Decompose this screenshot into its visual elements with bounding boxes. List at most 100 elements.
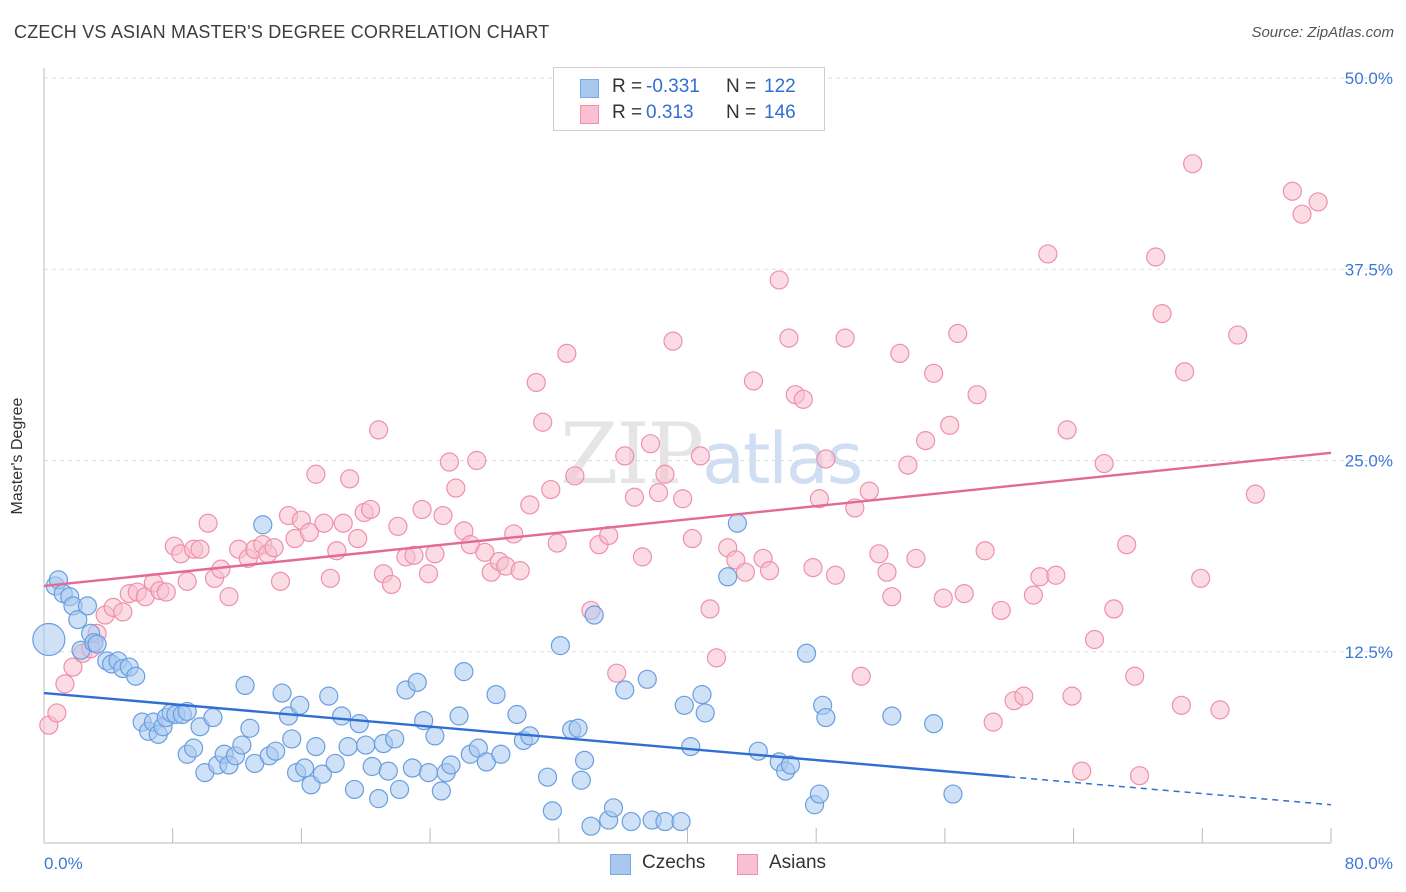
legend-swatch-czechs [580,79,599,98]
czechs-point [581,816,601,836]
asians-point [1183,154,1203,174]
asians-point [412,499,432,520]
asians-point [388,516,408,536]
y-tick-label: 37.5% [1345,260,1393,279]
asians-point [682,528,702,549]
czechs-point [431,781,451,801]
asians-point [314,513,334,533]
asians-point [439,452,460,472]
czechs-point [295,758,315,778]
czechs-point [319,686,339,706]
asians-point [55,674,75,694]
czechs-point [809,784,830,804]
asians-point [779,328,799,348]
asians-point [915,431,936,451]
czechs-point [232,735,252,755]
asians-point [803,557,823,578]
czechs-point [312,764,332,784]
czechs-point [454,662,474,682]
legend-r-value: -0.331 [646,76,700,97]
legend-n-label: N = [726,102,757,123]
asians-point [663,331,683,351]
czechs-point [603,798,624,818]
asians-point [475,542,495,562]
asians-point [404,545,424,565]
asians-point [446,478,466,498]
asians-point [877,562,897,582]
czechs-point [362,756,382,777]
bottom-legend-swatch-asians [737,854,758,875]
asians-point [975,541,995,561]
czechs-point [441,755,461,775]
asians-point [793,389,813,409]
czechs-point [68,610,88,630]
asians-point [673,489,693,509]
asians-point [177,571,197,591]
asians-point [898,455,918,475]
czechs-point [356,735,376,755]
asians-point [526,372,546,393]
asians-point [1282,181,1302,201]
czechs-point [290,695,310,715]
asians-point [113,602,133,622]
czechs-point [507,704,527,725]
czechs-point [87,634,107,654]
y-tick-label: 12.5% [1345,643,1393,662]
czechs-point [253,515,273,535]
asians-point [198,513,218,533]
asians-point [835,328,855,348]
czechs-point [796,643,817,663]
asians-point [1072,761,1092,781]
asians-point [360,499,381,520]
asians-point [425,544,445,564]
legend-r-label: R = [612,102,643,123]
asians-point [954,584,974,604]
asians-points [39,154,1328,786]
asians-point [418,564,439,584]
asians-point [156,582,176,602]
asians-trend-line [43,451,1332,588]
asians-point [565,466,585,486]
asians-point [270,571,291,591]
asians-point [467,450,487,471]
czechs-point [332,706,352,726]
asians-point [264,538,284,558]
asians-point [648,483,669,503]
asians-point [1014,686,1034,706]
asians-point [735,562,756,582]
bottom-legend-swatch-czechs [610,854,631,875]
asians-point [1030,567,1050,587]
legend-r-value: 0.313 [646,102,694,123]
czechs-point [486,684,506,705]
asians-point [869,544,889,564]
czechs-point [418,763,439,783]
asians-point [533,412,553,432]
czechs-point [491,744,511,764]
czechs-point [550,636,571,656]
czechs-point [692,684,712,705]
asians-point [624,487,645,507]
chart-title: CZECH VS ASIAN MASTER'S DEGREE CORRELATI… [14,22,550,42]
czechs-point [816,707,836,728]
asians-point [967,385,987,405]
watermark-atlas: atlas [702,418,863,500]
asians-point [940,415,960,435]
czechs-point [748,741,768,761]
czechs-point [306,737,326,757]
asians-point [1210,700,1230,720]
czechs-point [369,789,389,809]
asians-point [1046,565,1066,585]
czechs-point [943,784,963,804]
czechs-point [203,707,223,728]
y-tick-label: 25.0% [1345,452,1393,471]
asians-point [1228,325,1248,345]
czechs-point [425,726,445,746]
asians-point [340,469,360,489]
asians-point [1245,484,1265,504]
asians-point [1171,695,1191,715]
asians-point [320,568,340,588]
czechs-point [718,567,738,587]
asians-point [1117,535,1137,555]
asians-point [1038,244,1058,264]
